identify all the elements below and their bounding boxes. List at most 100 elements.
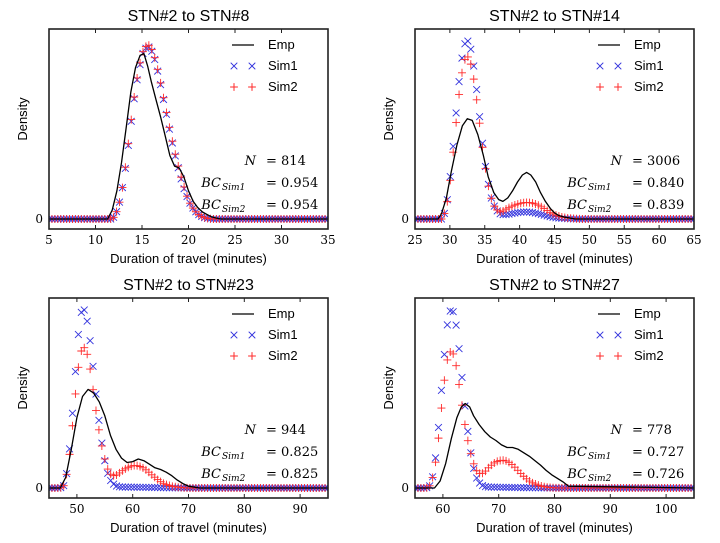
sim2-marker (469, 75, 478, 84)
sim1-marker (74, 330, 83, 339)
chart-title: STN#2 to STN#14 (489, 8, 620, 25)
sim1-marker (443, 321, 452, 329)
bc2-label: BC (566, 198, 587, 213)
legend-label-sim1: Sim1 (634, 58, 664, 73)
emp-line (49, 388, 328, 489)
bc1-value: = 0.840 (632, 176, 684, 191)
sim1-marker (481, 482, 490, 491)
bc1-label: BC (200, 176, 221, 191)
sim2-marker (109, 213, 118, 222)
sim2-marker (475, 119, 484, 128)
x-tick-label: 100 (655, 502, 678, 516)
legend-sim1-marker (614, 62, 622, 70)
legend-sim2-marker (230, 83, 238, 91)
sim1-marker (517, 208, 525, 216)
sim1-marker (455, 77, 463, 86)
plot-area (415, 307, 694, 492)
sim1-marker (151, 483, 159, 492)
sim1-marker (499, 483, 507, 492)
legend: Emp Sim1 Sim2 (230, 306, 298, 363)
x-axis-label: Duration of travel (minutes) (110, 251, 267, 266)
sim1-marker (546, 212, 554, 221)
legend-label-sim1: Sim1 (634, 327, 664, 342)
sim1-marker (472, 474, 481, 482)
y-tick-label: 0 (35, 212, 43, 226)
legend-sim1-marker (614, 331, 622, 339)
sim1-marker (115, 483, 124, 491)
sim1-marker (130, 483, 138, 491)
sim1-marker (496, 483, 504, 492)
bc1-label: BC (566, 176, 587, 191)
n-value: = 814 (266, 154, 306, 169)
n-label: N (610, 154, 623, 169)
bc2-value: = 0.839 (632, 198, 684, 213)
sim1-marker (525, 208, 534, 216)
n-value: = 3006 (632, 154, 680, 169)
sim2-marker (455, 380, 464, 389)
sim2-marker (469, 459, 478, 468)
y-axis-label: Density (381, 366, 396, 410)
sim1-marker (446, 307, 454, 315)
sim2-marker (97, 441, 106, 450)
emp-line (49, 52, 328, 220)
sim1-marker (519, 208, 528, 216)
x-tick-label: 80 (237, 502, 252, 516)
sim1-marker (324, 484, 328, 492)
sim2-marker (431, 458, 440, 467)
bc2-subscript: Sim2 (222, 205, 246, 215)
sim1-marker (484, 483, 493, 491)
bc1-subscript: Sim1 (588, 452, 611, 462)
sim2-marker (118, 183, 127, 192)
sim1-marker (514, 208, 522, 217)
legend-sim2-marker (230, 352, 238, 360)
legend-sim1-marker (248, 331, 256, 339)
sim1-marker (508, 483, 516, 492)
x-tick-label: 35 (477, 233, 492, 247)
bc1-label: BC (566, 445, 587, 460)
x-tick-label: 80 (547, 502, 562, 516)
legend-label-emp: Emp (634, 306, 661, 321)
x-tick-label: 35 (320, 233, 335, 247)
legend-label-emp: Emp (268, 37, 295, 52)
x-tick-label: 60 (651, 233, 666, 247)
emp-line (415, 118, 694, 220)
x-tick-label: 65 (686, 233, 701, 247)
sim2-marker (428, 473, 437, 482)
bc2-label: BC (566, 467, 587, 482)
bc2-label: BC (200, 198, 221, 213)
sim2-marker (150, 53, 159, 62)
sim1-marker (502, 483, 510, 492)
legend-sim1-marker (596, 331, 604, 339)
sim1-marker (540, 211, 548, 219)
sim1-marker (519, 483, 528, 492)
legend-label-emp: Emp (634, 37, 661, 52)
sim1-marker (458, 54, 466, 62)
chart-title: STN#2 to STN#8 (128, 8, 250, 25)
sim1-marker (452, 321, 460, 329)
sim2-marker (156, 78, 165, 87)
n-label: N (244, 154, 257, 169)
n-value: = 944 (266, 423, 306, 438)
bc2-value: = 0.726 (632, 467, 684, 482)
sim1-marker (71, 367, 80, 376)
sim1-marker (511, 483, 519, 492)
sim2-marker (487, 194, 496, 203)
panel-stn27: STN#2 to STN#27 Duration of travel (minut… (381, 277, 695, 535)
sim1-marker (493, 483, 501, 491)
sim2-marker (133, 73, 142, 82)
sim1-marker (80, 306, 88, 314)
sim1-marker (487, 483, 496, 491)
sim2-marker (452, 118, 461, 127)
bc2-subscript: Sim2 (588, 205, 612, 215)
sim2-marker (130, 93, 139, 102)
sim2-marker (162, 108, 171, 117)
sim1-marker (505, 210, 513, 218)
sim1-marker (133, 483, 141, 491)
sim2-marker (443, 355, 452, 364)
plot-area (49, 306, 328, 492)
sim1-marker (531, 209, 540, 217)
legend-label-sim2: Sim2 (268, 348, 298, 363)
sim2-marker (452, 361, 461, 370)
